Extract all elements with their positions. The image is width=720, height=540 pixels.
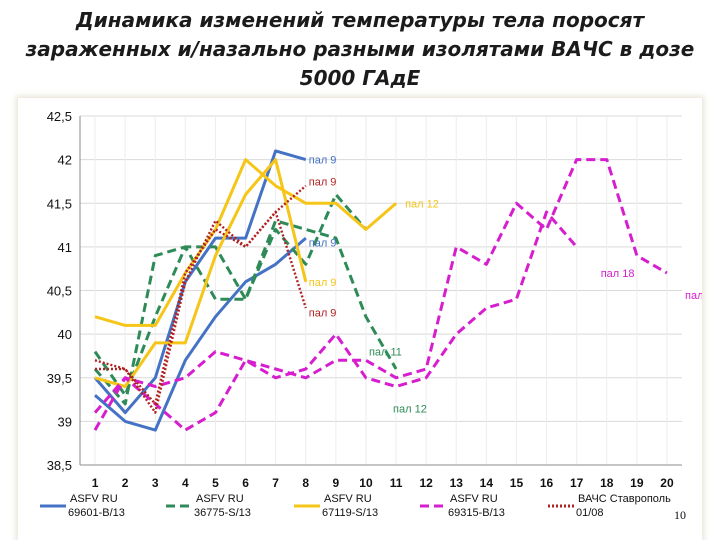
x-tick-label: 5 — [212, 476, 219, 490]
title-line-2: зараженных и/назально разными изолятами … — [25, 37, 695, 61]
x-tick-label: 11 — [390, 476, 403, 490]
y-tick-label: 40,5 — [47, 284, 72, 299]
x-tick-label: 16 — [540, 476, 554, 490]
y-tick-label: 39,5 — [47, 371, 72, 386]
plot-frame: 38,5 39 39,5 40 40,5 41 41,5 42 42,5 1 2 3 4 5 6 7 8 9 10 1… — [18, 98, 702, 540]
x-tick-label: 19 — [630, 476, 644, 490]
x-tick-label: 10 — [359, 476, 373, 490]
series-2-line-1 — [93, 219, 398, 397]
title-line-1: Динамика изменений температуры тела поро… — [75, 8, 645, 32]
y-tick-label: 38,5 — [47, 458, 72, 473]
page-number: 10 — [674, 508, 686, 522]
x-tick-label: 8 — [302, 476, 309, 490]
legend-label-5: ВАЧС Ставрополь — [578, 493, 671, 505]
x-tick-label: 20 — [660, 476, 674, 490]
x-tick-label: 3 — [152, 476, 159, 490]
series-1-annotation: пал 9 — [309, 155, 337, 167]
y-tick-label: 42 — [58, 153, 72, 168]
legend-label-4: 69315-B/13 — [448, 507, 505, 519]
series-3-annotation: пал 12 — [405, 198, 439, 210]
series-5-line-2 — [95, 210, 307, 406]
series-2-line-2 — [93, 193, 368, 406]
legend-label-2: ASFV RU — [196, 493, 244, 505]
series-5-annotation: пал 9 — [309, 176, 337, 188]
series-4-line-1 — [93, 158, 668, 431]
y-tick-label: 41 — [58, 240, 72, 255]
legend-label-3: ASFV RU — [324, 493, 372, 505]
legend-label-1: ASFV RU — [70, 493, 118, 505]
y-tick-label: 39 — [58, 414, 72, 429]
legend-label-3: 67119-S/13 — [322, 507, 378, 519]
series-5-annotation: пал 9 — [309, 307, 337, 319]
series-3-line-1 — [94, 158, 398, 327]
x-tick-label: 1 — [92, 476, 99, 490]
x-tick-label: 14 — [480, 476, 494, 490]
y-tick-label: 41,5 — [47, 196, 72, 211]
series-1-line-1 — [94, 236, 307, 432]
x-tick-label: 4 — [182, 476, 189, 490]
series-4-annotation: пал 18 — [601, 268, 635, 280]
chart-title: Динамика изменений температуры тела поро… — [0, 6, 720, 93]
x-tick-label: 15 — [510, 476, 524, 490]
x-tick-label: 17 — [570, 476, 584, 490]
y-tick-label: 42,5 — [47, 109, 72, 124]
x-tick-label: 6 — [242, 476, 249, 490]
y-tick-label: 40 — [58, 327, 72, 342]
title-line-3: 5000 ГАдЕ — [299, 66, 421, 90]
x-tick-label: 2 — [122, 476, 129, 490]
series-1-line-2 — [93, 149, 307, 415]
legend-label-2: 36775-S/13 — [194, 507, 251, 519]
series-1-annotation: пал 9 — [309, 238, 337, 250]
x-tick-label: 7 — [272, 476, 279, 490]
series-2-annotation: пал 12 — [393, 403, 427, 415]
x-tick-label: 13 — [450, 476, 464, 490]
series-4-line-2 — [93, 210, 578, 432]
series-3-annotation: пал 9 — [309, 277, 337, 289]
legend-label-1: 69601-B/13 — [68, 507, 125, 519]
legend-label-4: ASFV RU — [450, 493, 498, 505]
x-tick-label: 9 — [333, 476, 340, 490]
series-4-annotation: пал 21 — [685, 290, 702, 302]
x-tick-label: 18 — [600, 476, 614, 490]
x-tick-label: 12 — [419, 476, 433, 490]
series-3-line-2 — [94, 158, 308, 388]
legend-label-5: 01/08 — [576, 507, 604, 519]
series-2-annotation: пал 11 — [369, 347, 402, 359]
